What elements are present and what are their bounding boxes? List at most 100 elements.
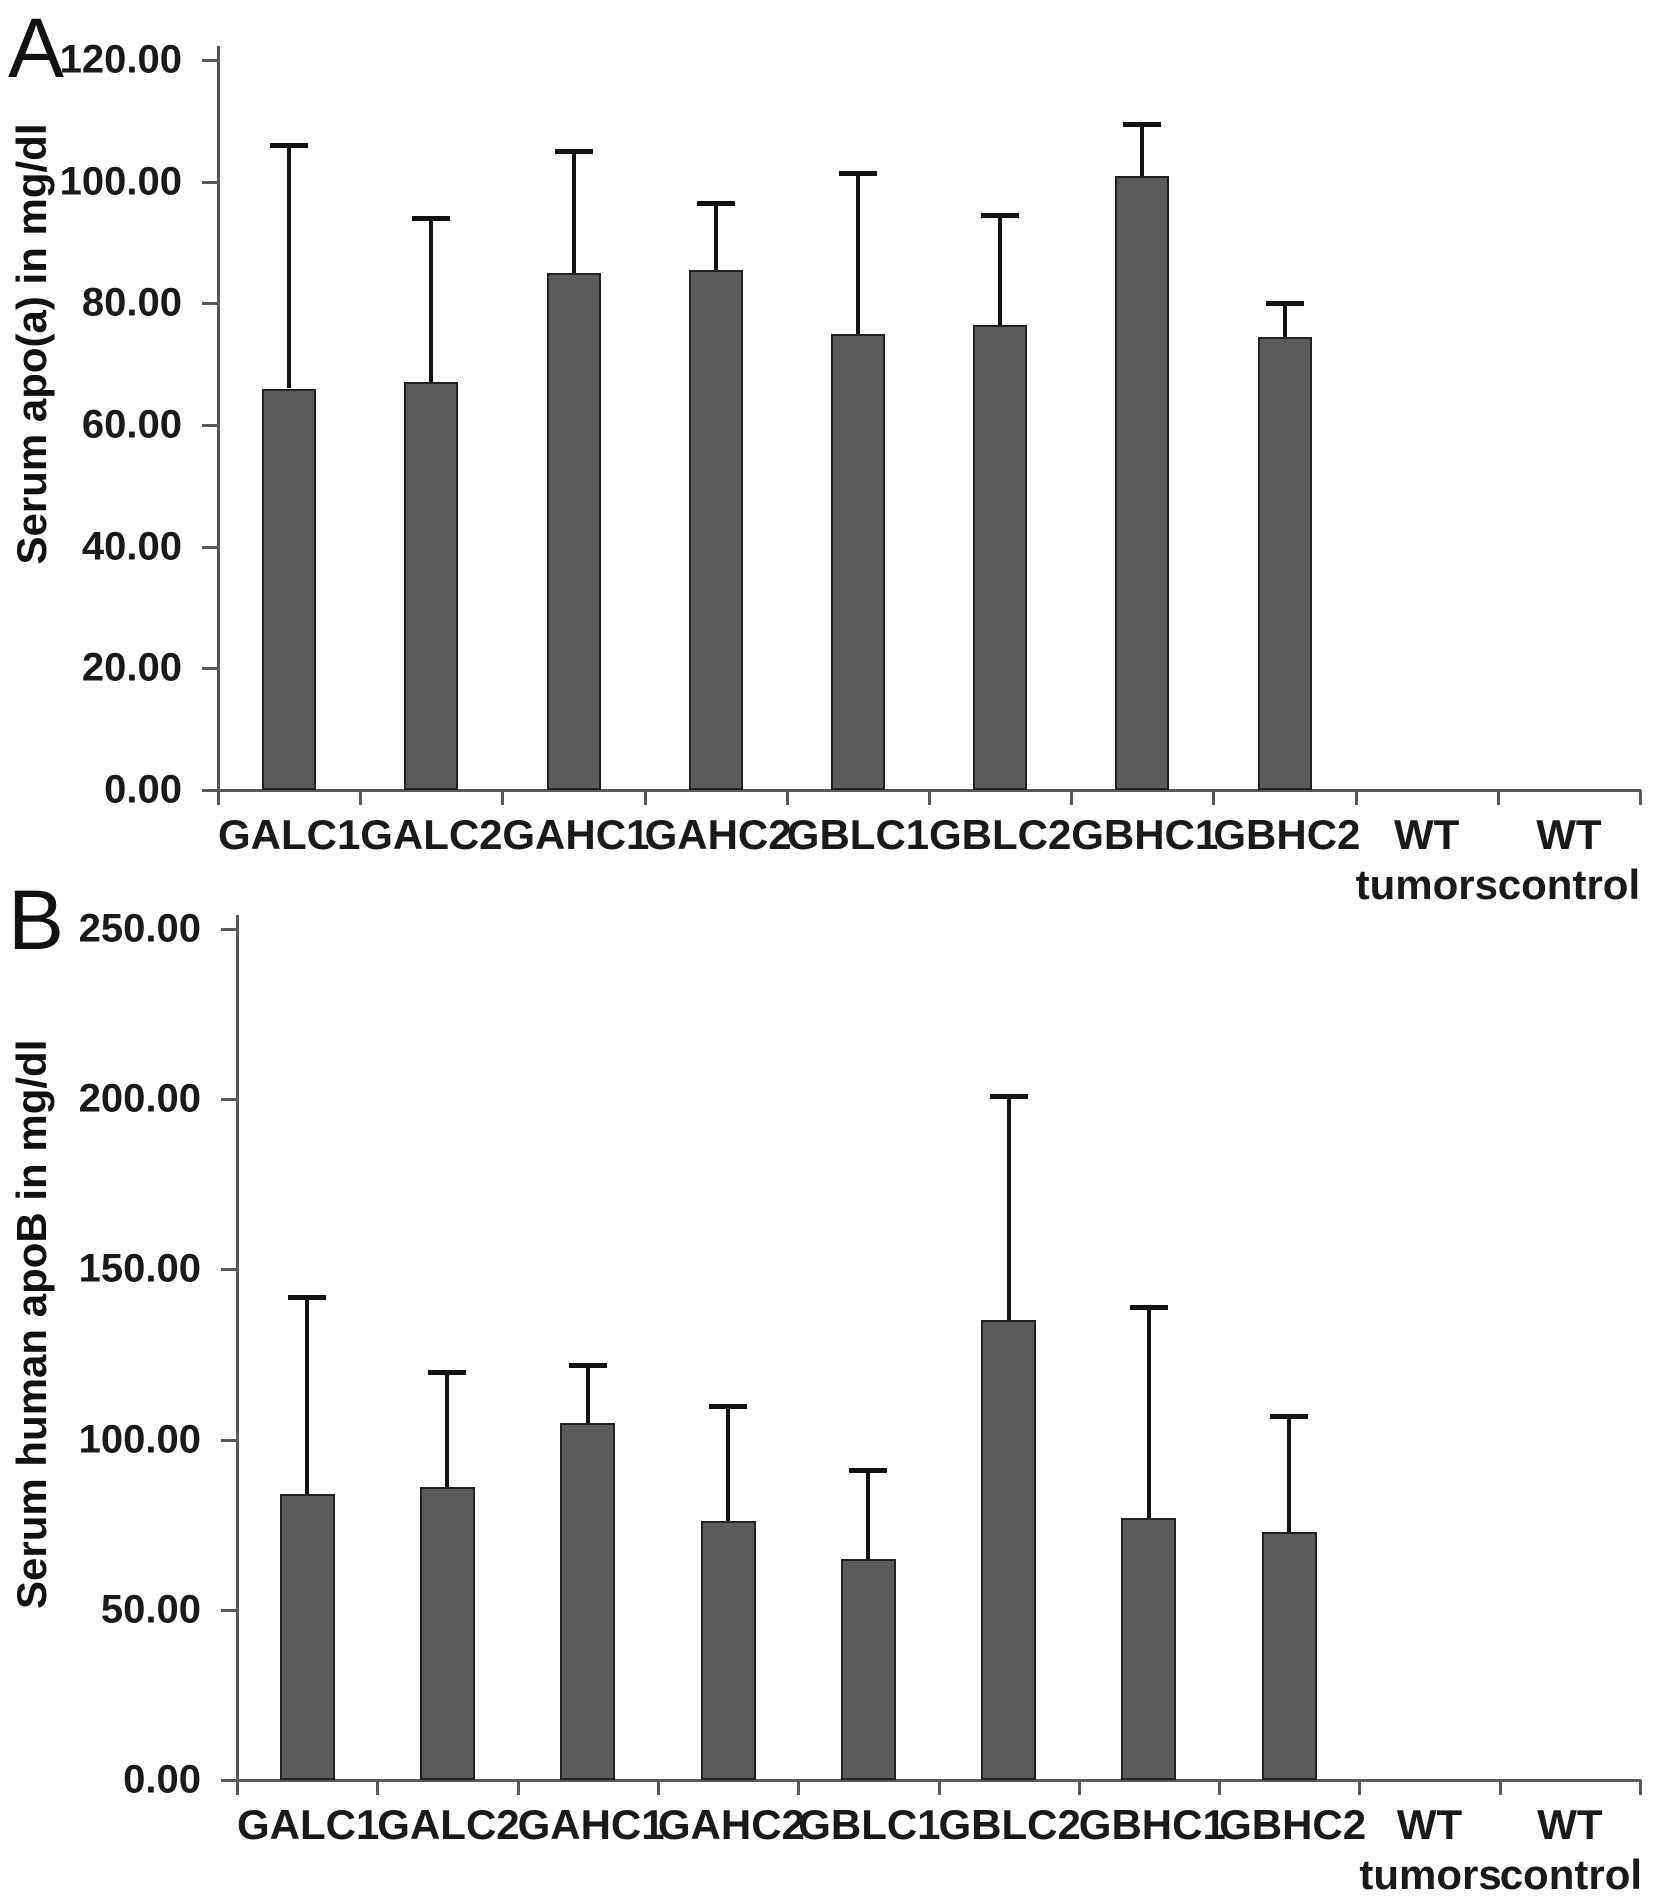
y-tick-mark [202,667,217,671]
category-label-GBLC2: GBLC2 [938,1801,1081,1848]
x-tick-mark [359,790,363,805]
error-bar-cap-GBHC2 [1265,301,1304,307]
x-tick-mark [1639,1780,1642,1795]
error-bar-line-GBHC2 [1287,1415,1292,1532]
bar-GAHC2 [688,269,743,790]
x-tick-mark [797,1780,801,1795]
category-label-GAHC1: GAHC1 [517,1801,665,1848]
category-label-GBHC1: GBHC1 [1071,811,1219,858]
error-bar-line-GAHC1 [585,1364,590,1423]
error-bar-cap-GAHC2 [709,1403,748,1409]
error-bar-line-GBLC2 [998,215,1003,325]
error-bar-line-GBLC1 [855,172,860,334]
y-tick-mark [221,1438,236,1442]
y-tick-mark [202,424,217,427]
y-tick-label: 80.00 [81,280,182,325]
x-tick-mark [928,790,931,805]
error-bar-line-GBLC1 [866,1470,871,1559]
category-label-GAHC2: GAHC2 [644,811,792,858]
category-label-GALC1: GALC1 [218,811,361,858]
x-tick-mark [937,1780,941,1795]
x-tick-mark [217,790,220,805]
error-bar-line-GBHC2 [1282,303,1287,337]
y-tick-label: 100.00 [59,159,182,204]
y-tick-label: 0.00 [123,1757,201,1802]
category-label-GBHC2: GBHC2 [1213,811,1361,858]
y-tick-label: 250.00 [78,906,201,951]
bar-GAHC1 [560,1422,616,1780]
x-tick-mark [501,790,505,805]
x-tick-mark [656,1780,660,1795]
y-tick-label: 100.00 [78,1417,201,1462]
category-label-WT-control: WT control [1499,1801,1643,1898]
category-label-GBHC2: GBHC2 [1219,1801,1367,1848]
y-tick-mark [202,302,217,306]
y-tick-label: 200.00 [78,1076,201,1121]
x-tick-mark [1218,1780,1222,1795]
x-tick-mark [1354,790,1358,805]
y-axis-line [236,915,239,1780]
y-tick-mark [221,1608,236,1612]
panel-b-letter: B [8,873,65,967]
bar-GBLC2 [981,1320,1037,1780]
category-label-GAHC1: GAHC1 [502,811,650,858]
category-label-GALC2: GALC2 [360,811,503,858]
y-tick-mark [221,1098,236,1102]
category-label-GALC2: GALC2 [377,1801,520,1848]
bar-GBHC1 [1121,1517,1177,1780]
x-tick-mark [516,1780,520,1795]
error-bar-line-GALC1 [305,1296,310,1495]
bar-GBHC1 [1115,175,1170,790]
panel-a-letter: A [8,1,65,95]
bar-GBLC1 [830,333,885,790]
category-label-GALC1: GALC1 [237,1801,380,1848]
panel-a: A Serum apo(a) in mg/dl 120.00 100.00 80.0… [0,0,1654,908]
x-tick-mark [1070,790,1074,805]
panel-b-plot-area: 250.00 200.00 150.00 100.00 50.00 0.00 GALC1 GA… [0,860,1654,1903]
category-label-GBLC1: GBLC1 [798,1801,941,1848]
bar-GAHC2 [700,1521,756,1780]
category-label-WT-tumors: WT tumors [1359,1801,1502,1898]
error-bar-cap-GBLC2 [981,213,1020,219]
category-label-GBLC1: GBLC1 [786,811,930,858]
error-bar-line-GBHC1 [1140,123,1145,176]
y-tick-mark [202,545,217,549]
error-bar-cap-GALC2 [412,216,451,222]
error-bar-cap-GALC2 [428,1369,467,1375]
y-axis-line [217,46,220,790]
category-label-WT-control: WT control [1497,811,1641,908]
y-tick-mark [202,180,217,184]
x-tick-mark [1498,1780,1502,1795]
y-tick-mark [221,1268,236,1272]
y-tick-mark [202,59,217,62]
bar-GBHC2 [1257,336,1312,790]
error-bar-cap-GBHC2 [1270,1413,1309,1419]
bar-GALC2 [419,1487,475,1780]
error-bar-cap-GAHC2 [696,200,735,206]
panel-a-plot-area: 120.00 100.00 80.00 60.00 40.00 20.00 0.00 GALC… [0,0,1654,908]
y-tick-label: 60.00 [81,402,182,447]
error-bar-cap-GALC1 [288,1294,327,1300]
x-tick-mark [1496,790,1500,805]
error-bar-line-GAHC1 [571,151,576,273]
category-label-GAHC2: GAHC2 [657,1801,805,1848]
y-tick-mark [202,789,217,792]
category-label-GBLC2: GBLC2 [929,811,1072,858]
x-tick-mark [376,1780,380,1795]
error-bar-cap-GBHC1 [1123,121,1162,127]
y-tick-label: 0.00 [104,767,182,812]
x-tick-mark [236,1780,239,1795]
bar-GBHC2 [1261,1531,1317,1780]
x-tick-mark [1077,1780,1081,1795]
error-bar-cap-GBHC1 [1129,1304,1168,1310]
x-tick-mark [1212,790,1216,805]
x-tick-mark [1639,790,1642,805]
error-bar-line-GAHC2 [726,1405,731,1522]
panel-b: B Serum human apoB in mg/dl 250.00 200.00… [0,860,1654,1903]
y-tick-label: 120.00 [59,37,182,82]
category-label-WT-tumors: WT tumors [1355,811,1498,908]
error-bar-cap-GBLC1 [849,1468,888,1474]
bar-GBLC2 [973,324,1028,790]
category-label-GBHC1: GBHC1 [1078,1801,1226,1848]
